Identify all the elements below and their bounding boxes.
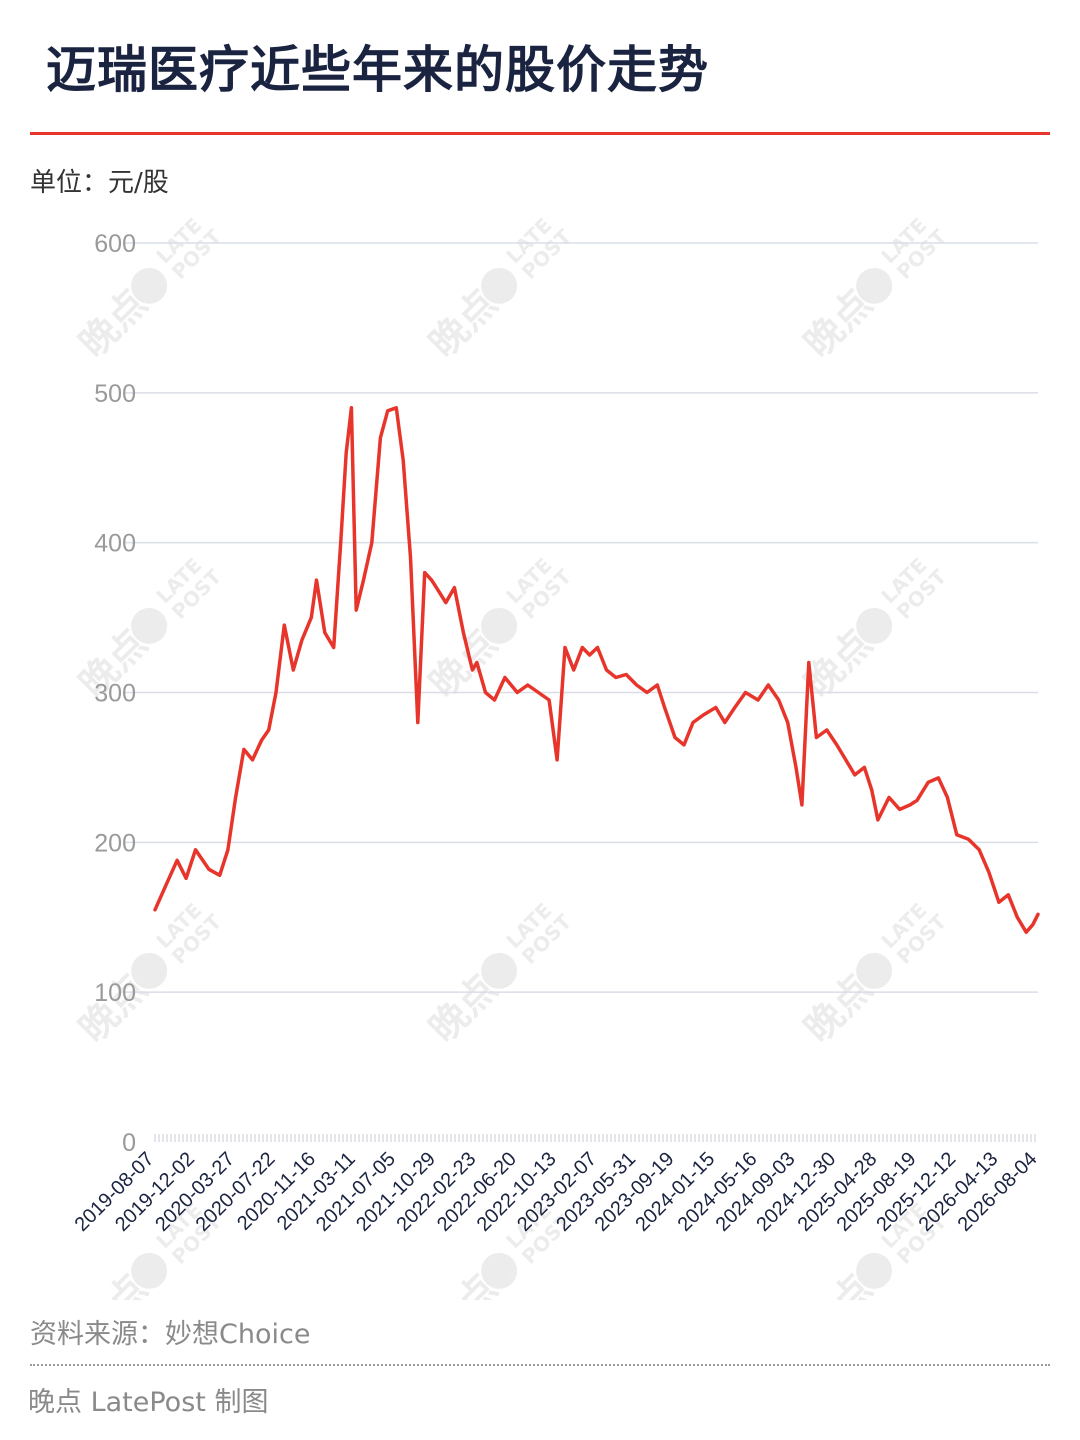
y-tick-labels: 0 100 200 300 400 500 600 xyxy=(94,230,136,1157)
y-gridlines xyxy=(125,242,1038,993)
price-line xyxy=(153,406,1040,934)
x-minor-ticks xyxy=(154,1134,1036,1142)
watermark-dot xyxy=(131,1252,168,1289)
watermark-dot xyxy=(856,607,893,644)
watermark-dot xyxy=(131,952,168,989)
watermark-dot xyxy=(481,267,518,304)
watermark-dot xyxy=(481,607,518,644)
y-tick-label: 300 xyxy=(94,680,136,708)
watermark-dot xyxy=(131,267,168,304)
title-divider xyxy=(30,132,1050,135)
source-note: 资料来源：妙想Choice xyxy=(30,1319,311,1350)
credit-note: 晚点 LatePost 制图 xyxy=(28,1387,269,1418)
y-tick-label: 500 xyxy=(94,380,136,408)
footer-divider xyxy=(30,1364,1050,1366)
watermark-dot xyxy=(856,267,893,304)
watermark-dot xyxy=(481,1252,518,1289)
watermark-dot xyxy=(131,607,168,644)
watermark-dot xyxy=(856,952,893,989)
y-tick-label: 400 xyxy=(94,530,136,558)
x-tick-labels: 2019-08-072019-12-022020-03-272020-07-22… xyxy=(71,1148,1042,1236)
y-tick-label: 200 xyxy=(94,829,136,857)
y-tick-label: 100 xyxy=(94,979,136,1007)
page-title: 迈瑞医疗近些年来的股价走势 xyxy=(46,41,709,99)
watermark-dot xyxy=(481,952,518,989)
unit-label: 单位：元/股 xyxy=(30,168,169,198)
y-tick-label: 600 xyxy=(94,230,136,258)
watermark-dot xyxy=(856,1252,893,1289)
y-tick-label: 0 xyxy=(122,1129,136,1157)
